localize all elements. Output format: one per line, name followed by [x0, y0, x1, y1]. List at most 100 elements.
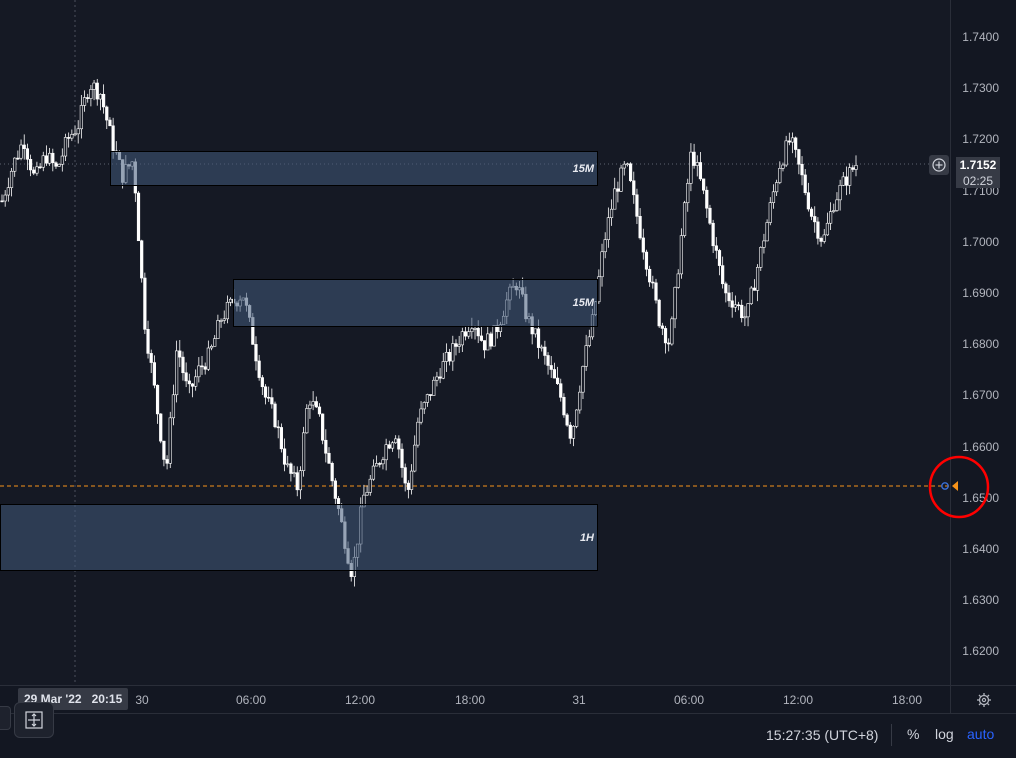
add-alert-icon: [932, 158, 946, 172]
time-tick: 06:00: [673, 693, 705, 707]
candle-body: [413, 444, 417, 472]
candle-body: [282, 448, 287, 465]
candle-body: [543, 346, 547, 356]
candle-body: [162, 440, 166, 460]
candle-body: [406, 482, 410, 490]
candle-body: [260, 377, 264, 388]
candle-body: [0, 200, 4, 203]
candle-body: [768, 202, 772, 223]
percent-scale-button[interactable]: %: [907, 726, 920, 742]
candle-body: [301, 432, 306, 471]
candle-body: [600, 251, 604, 278]
candle-body: [425, 394, 430, 403]
candle-body: [609, 208, 614, 218]
candle-body: [667, 342, 671, 345]
candle-body: [178, 350, 182, 358]
candle-body: [286, 463, 290, 466]
candle-body: [400, 448, 404, 468]
candle-body: [552, 369, 557, 379]
candle-body: [194, 376, 198, 387]
candle-body: [67, 137, 71, 139]
zone-15m-upper[interactable]: 15M: [110, 151, 598, 186]
log-scale-button[interactable]: log: [935, 726, 954, 742]
candle-body: [660, 325, 664, 329]
candle-body: [98, 93, 103, 100]
candle-body: [457, 344, 461, 347]
measure-tool-button[interactable]: [14, 702, 54, 738]
candle-body: [311, 401, 315, 406]
candle-body: [381, 459, 385, 465]
candle-body: [460, 331, 464, 346]
candle-body: [797, 149, 801, 165]
candle-body: [333, 480, 337, 499]
candle-body: [533, 328, 537, 335]
candle-body: [378, 463, 382, 465]
zone-15m-middle[interactable]: 15M: [233, 279, 598, 327]
chart-settings-button[interactable]: [950, 685, 1016, 714]
candle-body: [51, 152, 55, 164]
zone-label: 1H: [579, 531, 594, 544]
measure-icon: [25, 711, 43, 729]
candle-body: [619, 167, 623, 192]
auto-scale-button[interactable]: auto: [967, 726, 995, 742]
candle-body: [724, 283, 728, 294]
candle-body: [794, 137, 798, 150]
price-tick: 1.6600: [962, 439, 999, 454]
zone-1h-lower[interactable]: 1H: [0, 504, 598, 571]
candle-body: [368, 478, 372, 493]
candle-body: [454, 343, 458, 347]
candle-body: [375, 463, 379, 467]
candle-body: [844, 176, 849, 186]
candle-body: [663, 328, 668, 344]
candle-body: [581, 366, 585, 393]
candle-body: [622, 163, 626, 169]
candle-body: [476, 328, 480, 337]
candle-body: [403, 467, 407, 484]
chart-pane[interactable]: 15M 15M 1H: [0, 0, 950, 685]
candle-body: [200, 365, 204, 368]
candle-body: [809, 208, 814, 217]
time-axis[interactable]: 30 06:00 12:00 18:00 31 06:00 12:00 18:00 29 Ma…: [0, 685, 950, 714]
candle-body: [816, 221, 820, 239]
candle-body: [746, 303, 750, 318]
price-tick: 1.6700: [962, 388, 999, 403]
last-price-label: 1.7152: [956, 157, 1000, 173]
candle-body: [3, 194, 7, 202]
candle-body: [327, 452, 331, 464]
candle-body: [625, 163, 630, 166]
candle-body: [692, 151, 696, 166]
candle-body: [670, 318, 674, 345]
candle-body: [152, 362, 156, 386]
add-alert-button[interactable]: [929, 155, 949, 175]
candle-body: [203, 366, 207, 370]
candle-body: [48, 152, 52, 164]
candlestick-series[interactable]: [0, 0, 950, 685]
candle-body: [838, 185, 842, 201]
time-tick: 30: [135, 693, 149, 707]
candle-body: [371, 465, 376, 480]
candle-body: [708, 207, 712, 224]
candle-body: [829, 211, 833, 224]
time-tick: 18:00: [454, 693, 486, 707]
candle-body: [38, 166, 42, 169]
candle-body: [733, 304, 737, 308]
candle-body: [689, 151, 693, 184]
candle-body: [778, 168, 782, 183]
candle-body: [759, 247, 763, 268]
candle-body: [305, 408, 309, 434]
timezone-clock[interactable]: 15:27:35 (UTC+8): [766, 727, 879, 743]
candle-body: [6, 187, 10, 196]
candle-body: [422, 402, 426, 410]
candle-body: [276, 426, 280, 429]
candle-body: [854, 165, 858, 170]
collapsed-panel-handle[interactable]: [0, 706, 11, 730]
candle-body: [219, 320, 223, 322]
candle-body: [806, 192, 810, 210]
price-tick: 1.7300: [962, 81, 999, 96]
candle-body: [22, 144, 26, 149]
candle-body: [140, 240, 144, 279]
bar-countdown-label: 02:25: [956, 173, 1000, 188]
price-axis[interactable]: 1.7400 1.7300 1.7200 1.7100 1.7000 1.6900 1.68…: [950, 0, 1016, 685]
candle-body: [628, 163, 633, 182]
candle-body: [105, 106, 109, 121]
